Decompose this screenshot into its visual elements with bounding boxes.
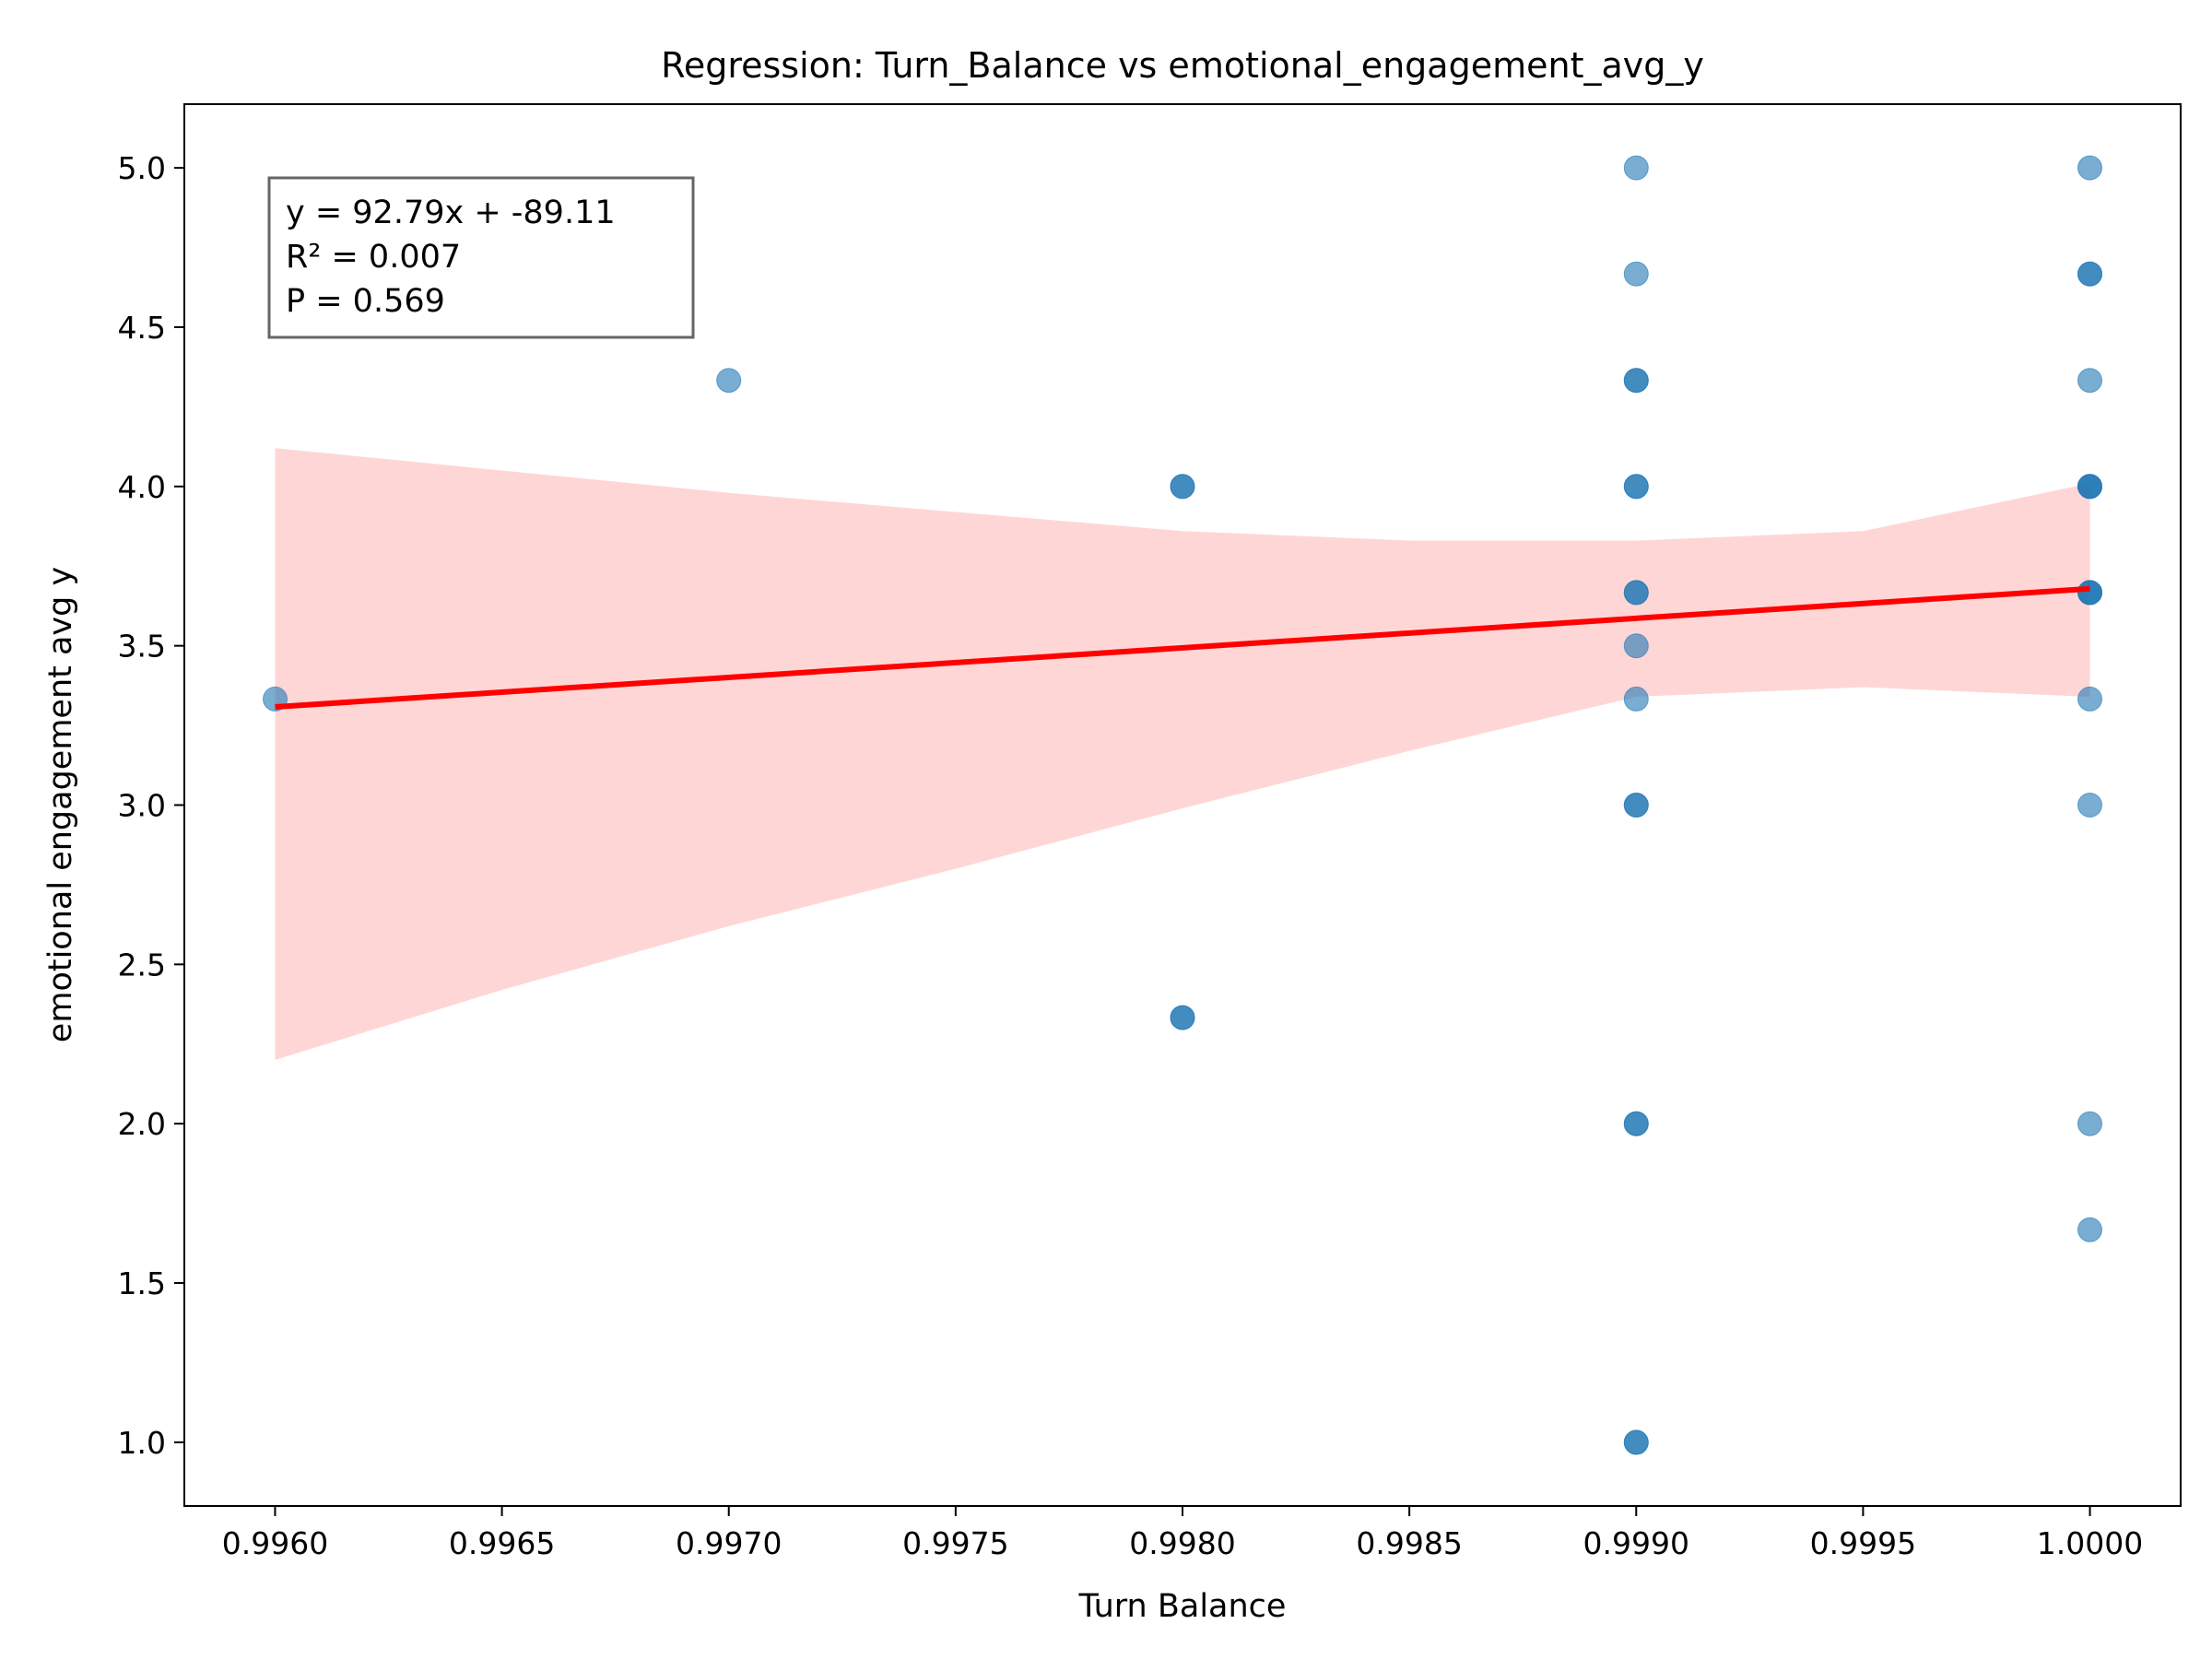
x-tick-label: 0.9970 <box>676 1525 782 1561</box>
y-axis-ticks: 1.0 1.5 2.0 2.5 3.0 3.5 4.0 4.5 5.0 <box>118 150 184 1461</box>
y-tick-label: 2.5 <box>118 947 166 982</box>
data-point <box>1623 368 1649 394</box>
data-point <box>2077 686 2102 712</box>
x-tick-label: 0.9965 <box>449 1525 555 1561</box>
y-tick-label: 2.0 <box>118 1106 166 1142</box>
y-tick-label: 3.0 <box>118 788 166 824</box>
y-tick-label: 3.5 <box>118 629 166 665</box>
stats-p-value: P = 0.569 <box>286 283 445 320</box>
data-point <box>2077 1217 2102 1242</box>
y-tick-label: 1.0 <box>118 1425 166 1461</box>
x-tick-label: 0.9960 <box>222 1525 328 1561</box>
regression-line-layer <box>275 585 2090 710</box>
x-tick-label: 0.9990 <box>1583 1525 1689 1561</box>
data-point <box>2077 155 2102 181</box>
data-point <box>1170 1005 1195 1030</box>
data-point <box>2077 474 2102 500</box>
regression-line <box>275 585 2090 710</box>
stats-box-border <box>267 176 695 339</box>
data-point <box>2077 580 2102 606</box>
y-tick-label: 5.0 <box>118 150 166 186</box>
x-tick-label: 0.9995 <box>1810 1525 1916 1561</box>
y-tick-label: 4.5 <box>118 310 166 346</box>
data-point <box>716 368 742 394</box>
y-tick-label: 4.0 <box>118 469 166 505</box>
data-point <box>1623 1430 1649 1455</box>
stats-equation: y = 92.79x + -89.11 <box>286 194 616 231</box>
x-tick-label: 0.9980 <box>1129 1525 1235 1561</box>
data-point <box>1623 474 1649 500</box>
data-point <box>1623 686 1649 712</box>
x-tick-label: 0.9985 <box>1356 1525 1462 1561</box>
regression-stats-box: y = 92.79x + -89.11 R² = 0.007 P = 0.569 <box>267 176 695 339</box>
data-point <box>1623 1111 1649 1136</box>
data-point <box>1623 580 1649 606</box>
stats-r-squared: R² = 0.007 <box>286 239 461 276</box>
data-point <box>2077 1111 2102 1136</box>
data-point <box>1623 633 1649 659</box>
x-tick-label: 1.0000 <box>2037 1525 2143 1561</box>
data-point <box>2077 261 2102 287</box>
data-point <box>2077 368 2102 394</box>
x-tick-label: 0.9975 <box>902 1525 1008 1561</box>
data-point <box>1623 793 1649 818</box>
y-tick-label: 1.5 <box>118 1265 166 1301</box>
data-point <box>1623 261 1649 287</box>
data-point <box>2077 793 2102 818</box>
x-axis-ticks: 0.9960 0.9965 0.9970 0.9975 0.9980 0.9985 0.99… <box>222 1506 2143 1561</box>
chart-title: Regression: Turn_Balance vs emotional_en… <box>661 45 1704 86</box>
x-axis-label: Turn Balance <box>1078 1588 1287 1625</box>
y-axis-label: emotional engagement avg y <box>42 567 79 1042</box>
data-point <box>1170 474 1195 500</box>
data-point <box>1623 155 1649 181</box>
